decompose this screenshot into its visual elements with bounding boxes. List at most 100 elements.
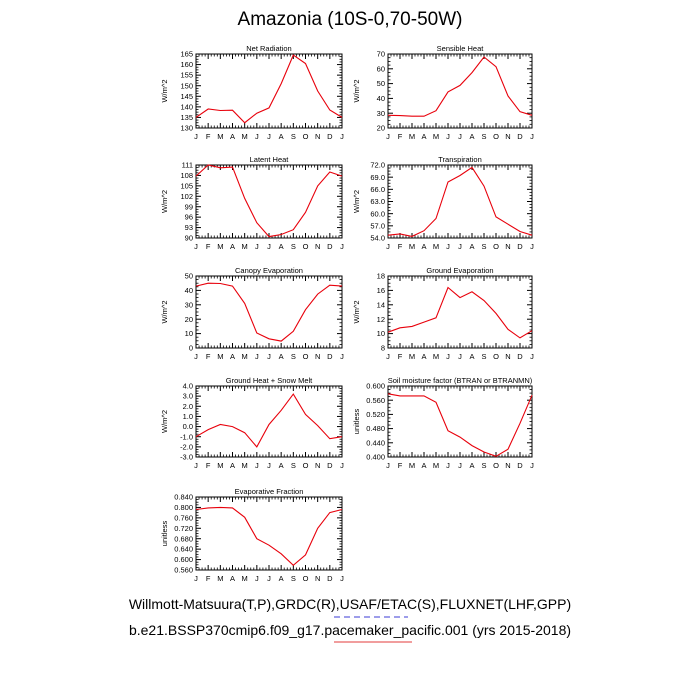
x-tick-label: F: [398, 352, 403, 361]
footer-datasets: Willmott-Matsuura(T,P),GRDC(R),USAF/ETAC…: [128, 596, 572, 612]
y-tick-label: -1.0: [180, 432, 193, 441]
x-tick-label: N: [505, 132, 510, 141]
y-tick-label: 16: [377, 286, 385, 295]
x-tick-label: A: [230, 242, 235, 251]
series-line: [195, 164, 343, 238]
x-tick-label: A: [279, 574, 284, 583]
y-tick-label: 0.520: [366, 410, 385, 419]
x-tick-label: D: [327, 352, 333, 361]
chart-panel-4: Transpiration W/m^2 54.0 57.0 60.0 63.0 66.0 69…: [352, 155, 534, 251]
footer-case-name: b.e21.BSSP370cmip6.f09_g17.pacemaker_pac…: [128, 622, 572, 638]
panel-title: Ground Evaporation: [426, 266, 493, 275]
y-tick-label: 72.0: [370, 161, 385, 170]
x-tick-label: J: [458, 132, 462, 141]
x-tick-label: J: [340, 461, 344, 470]
y-tick-label: 10: [377, 329, 385, 338]
x-tick-label: N: [315, 242, 320, 251]
y-tick-label: 111: [182, 161, 193, 170]
page-title: Amazonia (10S-0,70-50W): [237, 9, 463, 30]
x-tick-label: M: [217, 461, 223, 470]
y-axis-label: W/m^2: [352, 79, 361, 102]
x-tick-label: J: [530, 242, 534, 251]
y-tick-label: 165: [180, 50, 193, 59]
x-tick-label: A: [469, 132, 474, 141]
x-tick-label: S: [291, 242, 296, 251]
x-tick-label: F: [398, 242, 403, 251]
series-line: [195, 54, 343, 124]
y-tick-label: 155: [180, 71, 193, 80]
x-tick-label: O: [493, 242, 499, 251]
y-tick-label: 69.0: [370, 173, 385, 182]
y-tick-label: -3.0: [180, 453, 193, 462]
x-tick-label: J: [267, 242, 271, 251]
x-tick-label: A: [421, 352, 426, 361]
y-axis-label: W/m^2: [160, 300, 169, 323]
panel-title: Transpiration: [438, 155, 482, 164]
x-tick-label: N: [505, 242, 510, 251]
x-tick-label: J: [255, 132, 259, 141]
series-line: [387, 56, 533, 117]
x-tick-label: A: [421, 132, 426, 141]
x-tick-label: N: [315, 352, 320, 361]
panel-title: Soil moisture factor (BTRAN or BTRANMN): [388, 376, 533, 385]
x-tick-label: J: [255, 574, 259, 583]
x-tick-label: A: [230, 461, 235, 470]
x-tick-label: A: [230, 132, 235, 141]
y-tick-label: 50: [185, 272, 193, 281]
x-tick-label: F: [206, 352, 211, 361]
x-tick-label: N: [315, 132, 320, 141]
x-tick-label: S: [291, 574, 296, 583]
x-tick-label: M: [409, 242, 415, 251]
series-line: [387, 286, 533, 339]
x-tick-label: D: [517, 242, 523, 251]
x-tick-label: A: [279, 352, 284, 361]
y-axis-label: W/m^2: [160, 190, 169, 213]
x-tick-label: D: [517, 352, 523, 361]
series-line: [195, 506, 343, 567]
y-tick-label: 0: [189, 344, 193, 353]
x-tick-label: A: [469, 461, 474, 470]
y-tick-label: -2.0: [180, 442, 193, 451]
x-tick-label: J: [194, 574, 198, 583]
x-tick-label: F: [206, 461, 211, 470]
y-tick-label: 0.760: [174, 513, 193, 522]
x-tick-label: J: [340, 242, 344, 251]
y-tick-label: 50: [377, 79, 385, 88]
x-tick-label: J: [267, 132, 271, 141]
x-tick-label: J: [340, 132, 344, 141]
x-tick-label: S: [291, 352, 296, 361]
x-tick-label: J: [267, 574, 271, 583]
x-tick-label: A: [230, 352, 235, 361]
x-tick-label: M: [433, 242, 439, 251]
y-tick-label: 30: [185, 300, 193, 309]
panel-title: Latent Heat: [250, 155, 290, 164]
x-tick-label: A: [230, 574, 235, 583]
y-tick-label: 99: [185, 202, 193, 211]
chart-panel-9: Evaporative Fractionunitless0.5600.6000.…: [160, 487, 344, 583]
y-tick-label: 150: [180, 81, 193, 90]
x-tick-label: O: [303, 352, 309, 361]
x-tick-label: J: [267, 461, 271, 470]
x-tick-label: M: [433, 132, 439, 141]
y-tick-label: 0.0: [183, 422, 193, 431]
y-tick-label: 40: [377, 94, 385, 103]
y-tick-label: 57.0: [370, 221, 385, 230]
x-tick-label: M: [217, 132, 223, 141]
x-tick-label: O: [303, 574, 309, 583]
y-tick-label: 70: [377, 50, 385, 59]
x-tick-label: S: [481, 132, 486, 141]
series-line: [195, 282, 343, 342]
y-tick-label: 145: [180, 92, 193, 101]
y-tick-label: 0.720: [174, 524, 193, 533]
y-tick-label: 20: [377, 124, 385, 133]
panel-title: Ground Heat + Snow Melt: [226, 376, 313, 385]
y-tick-label: 90: [185, 234, 193, 243]
x-tick-label: N: [315, 574, 320, 583]
x-tick-label: J: [530, 132, 534, 141]
x-tick-label: A: [469, 242, 474, 251]
